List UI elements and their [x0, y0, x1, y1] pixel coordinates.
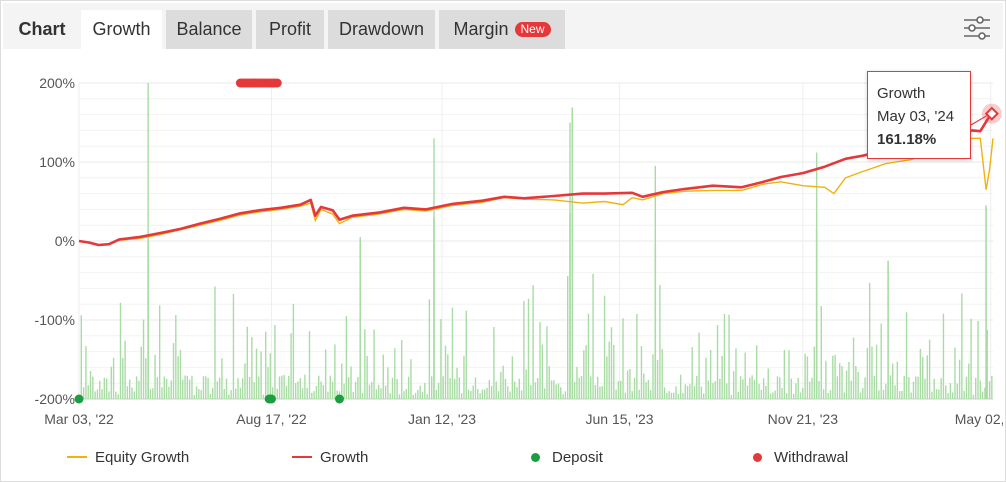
- tab-margin[interactable]: Margin New: [439, 10, 565, 49]
- highlight-point: [984, 106, 999, 121]
- tab-drawdown-label: Drawdown: [338, 19, 425, 39]
- new-badge: New: [514, 22, 551, 37]
- y-tick-label: -100%: [35, 312, 75, 328]
- tooltip-date: May 03, '24: [877, 108, 955, 125]
- legend-label: Growth: [320, 448, 369, 466]
- x-tick-label: Mar 03, '22: [44, 411, 114, 427]
- legend-swatch: [531, 452, 540, 462]
- y-tick-label: -200%: [35, 391, 75, 407]
- legend: Equity Growth Growth Deposit Withdrawal: [1, 441, 1005, 471]
- y-tick-label: 200%: [39, 75, 75, 91]
- x-tick-label: Jan 12, '23: [408, 411, 476, 427]
- legend-label: Withdrawal: [774, 448, 849, 466]
- legend-label: Deposit: [552, 448, 603, 466]
- x-tick-label: Nov 21, '23: [768, 411, 839, 427]
- withdrawal-marker: [272, 78, 282, 88]
- deposit-marker: [74, 394, 84, 404]
- equity-growth-line: [78, 137, 994, 246]
- deposit-marker: [266, 394, 276, 404]
- tab-profit[interactable]: Profit: [256, 10, 324, 49]
- tooltip: Growth May 03, '24 161.18%: [867, 71, 971, 159]
- growth-chart: 200% 100% 0% -100% -200% Mar 03, '22 Aug 17, '…: [35, 75, 1003, 427]
- y-tick-label: 0%: [55, 233, 75, 249]
- deposit-marker: [334, 394, 344, 404]
- tab-drawdown[interactable]: Drawdown: [328, 10, 435, 49]
- tab-growth[interactable]: Growth: [81, 10, 162, 49]
- tab-growth-label: Growth: [92, 19, 151, 39]
- x-tick-label: May 02, '24: [955, 411, 1003, 427]
- tab-profit-label: Profit: [268, 19, 311, 39]
- tooltip-connector: [969, 115, 988, 127]
- legend-item-growth[interactable]: Growth: [292, 447, 368, 467]
- legend-swatch: [753, 452, 762, 462]
- legend-item-equity-growth[interactable]: Equity Growth: [67, 447, 189, 467]
- y-tick-label: 100%: [39, 154, 75, 170]
- chart-header: Chart: [18, 19, 66, 39]
- x-tick-label: Aug 17, '22: [236, 411, 307, 427]
- x-tick-label: Jun 15, '23: [586, 411, 654, 427]
- growth-line: [78, 112, 993, 247]
- tab-balance-label: Balance: [176, 19, 242, 39]
- legend-label: Equity Growth: [95, 448, 190, 466]
- tooltip-value: 161.18%: [877, 131, 937, 148]
- legend-item-withdrawal[interactable]: Withdrawal: [746, 447, 848, 467]
- legend-swatch: [292, 456, 312, 458]
- tab-balance[interactable]: Balance: [166, 10, 252, 49]
- legend-item-deposit[interactable]: Deposit: [524, 447, 603, 467]
- tooltip-series: Growth: [877, 85, 926, 102]
- tab-bar: Chart Growth Balance Profit Drawdown Mar…: [3, 3, 1003, 49]
- sliders-icon[interactable]: [963, 16, 991, 40]
- legend-swatch: [67, 456, 87, 458]
- tab-margin-label: Margin: [453, 19, 509, 39]
